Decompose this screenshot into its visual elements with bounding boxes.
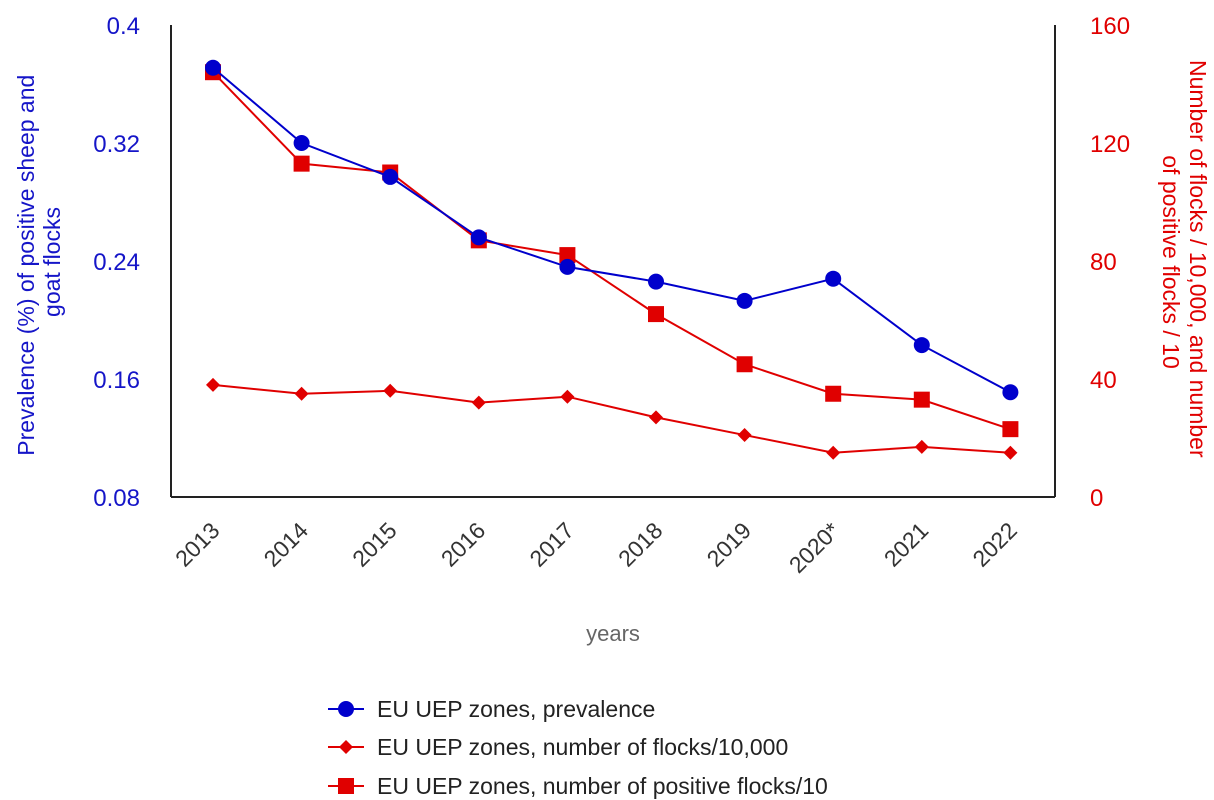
left-y-tick-labels: 0.08 0.16 0.24 0.32 0.4 <box>93 13 140 512</box>
right-y-tick-label: 120 <box>1090 131 1130 158</box>
data-point-circle <box>470 229 487 246</box>
data-point-diamond <box>560 389 575 404</box>
left-y-axis-label: Prevalence (%) of positive sheep and goa… <box>13 68 65 455</box>
data-point-circle <box>736 292 753 309</box>
series-line-square <box>212 71 1011 431</box>
right-y-tick-label: 160 <box>1090 13 1130 40</box>
data-point-square <box>559 247 576 264</box>
x-tick-labels: 2013 2014 2015 2016 2017 2018 2019 2020* 2021 202… <box>170 517 1022 578</box>
legend-item: EU UEP zones, prevalence <box>328 696 655 722</box>
left-y-tick-label: 0.08 <box>93 485 140 512</box>
data-point-diamond <box>294 386 309 401</box>
x-tick-label: 2013 <box>170 517 225 572</box>
right-y-tick-labels: 0 40 80 120 160 <box>1090 13 1130 512</box>
series-square <box>205 64 1019 438</box>
data-point-square <box>736 356 753 373</box>
legend-marker-circle <box>338 701 354 717</box>
data-point-diamond <box>737 428 752 443</box>
x-tick-label: 2021 <box>879 517 934 572</box>
series-line-circle <box>212 67 1011 394</box>
legend-label: EU UEP zones, number of positive flocks/… <box>377 773 828 799</box>
x-tick-label: 2014 <box>259 517 314 572</box>
data-point-diamond <box>471 395 486 410</box>
left-y-axis-label-line-1: Prevalence (%) of positive sheep and <box>13 75 39 456</box>
data-point-circle <box>293 135 310 151</box>
right-y-tick-label: 0 <box>1090 485 1103 512</box>
data-point-circle <box>205 59 221 76</box>
legend-marker-square <box>338 778 354 794</box>
legend: EU UEP zones, prevalence EU UEP zones, nu… <box>328 696 828 799</box>
left-y-tick-label: 0.4 <box>107 13 140 40</box>
legend-marker-diamond <box>339 740 353 754</box>
x-tick-label: 2017 <box>524 517 579 572</box>
x-tick-label: 2020* <box>784 517 845 578</box>
legend-item: EU UEP zones, number of positive flocks/… <box>328 773 828 799</box>
left-y-tick-label: 0.32 <box>93 131 140 158</box>
axes <box>170 25 1056 498</box>
series-layer <box>205 59 1019 460</box>
x-tick-label: 2015 <box>347 517 402 572</box>
left-y-tick-label: 0.16 <box>93 367 140 394</box>
x-axis-label: years <box>586 621 640 646</box>
data-point-circle <box>1002 384 1019 401</box>
data-point-square <box>913 391 930 408</box>
x-tick-label: 2019 <box>702 517 757 572</box>
data-point-circle <box>825 270 842 287</box>
data-point-diamond <box>383 383 398 398</box>
right-y-tick-label: 80 <box>1090 249 1117 276</box>
data-point-diamond <box>649 410 663 425</box>
data-point-square <box>825 385 842 402</box>
data-point-square <box>1002 421 1019 438</box>
series-circle <box>205 59 1019 401</box>
right-y-tick-label: 40 <box>1090 367 1117 394</box>
data-point-square <box>293 155 310 172</box>
series-diamond <box>206 377 1018 460</box>
right-y-axis-label-line-1: Number of flocks / 10,000, and number <box>1185 60 1211 458</box>
left-y-axis-label-line-2: goat flocks <box>39 207 65 317</box>
series-line-diamond <box>212 383 1011 454</box>
data-point-circle <box>648 273 664 290</box>
legend-label: EU UEP zones, prevalence <box>377 696 655 722</box>
x-tick-label: 2022 <box>967 517 1022 572</box>
legend-label: EU UEP zones, number of flocks/10,000 <box>377 734 788 760</box>
legend-item: EU UEP zones, number of flocks/10,000 <box>328 734 788 760</box>
data-point-diamond <box>1003 445 1018 460</box>
data-point-circle <box>559 258 576 275</box>
left-y-tick-label: 0.24 <box>93 249 140 276</box>
data-point-square <box>648 306 664 323</box>
data-point-diamond <box>826 445 841 460</box>
x-tick-label: 2016 <box>436 517 491 572</box>
data-point-circle <box>913 337 930 354</box>
right-y-axis-label-line-2: of positive flocks / 10 <box>1158 155 1184 369</box>
data-point-diamond <box>206 377 220 392</box>
data-point-diamond <box>914 439 929 454</box>
x-tick-label: 2018 <box>613 517 668 572</box>
data-point-circle <box>382 168 399 185</box>
right-y-axis-label: Number of flocks / 10,000, and number of… <box>1158 60 1211 464</box>
